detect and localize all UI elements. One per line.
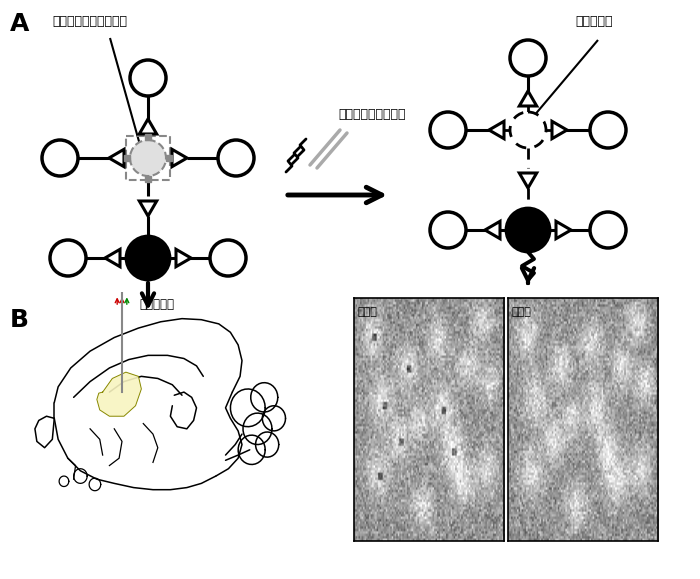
Ellipse shape — [126, 236, 170, 280]
Bar — [126, 136, 170, 180]
Circle shape — [130, 140, 166, 176]
Polygon shape — [176, 250, 191, 267]
Circle shape — [130, 60, 166, 96]
Polygon shape — [139, 119, 157, 134]
Text: 標的タンパク質の発現: 標的タンパク質の発現 — [52, 15, 127, 28]
Polygon shape — [519, 173, 537, 188]
Circle shape — [510, 40, 546, 76]
Polygon shape — [552, 121, 567, 139]
Circle shape — [430, 212, 466, 248]
Circle shape — [590, 212, 626, 248]
Text: 脳への注入: 脳への注入 — [139, 298, 174, 311]
Circle shape — [510, 112, 546, 148]
Circle shape — [430, 112, 466, 148]
Polygon shape — [519, 91, 537, 106]
Text: B: B — [10, 308, 29, 332]
Polygon shape — [109, 149, 124, 167]
Text: 除去群: 除去群 — [511, 307, 531, 317]
Polygon shape — [489, 121, 504, 139]
Circle shape — [50, 240, 86, 276]
Text: 正常群: 正常群 — [357, 307, 377, 317]
Text: アセチルコリン細胞の可視化: アセチルコリン細胞の可視化 — [355, 320, 452, 333]
Circle shape — [42, 140, 78, 176]
Text: A: A — [10, 12, 29, 36]
Polygon shape — [172, 149, 187, 167]
Text: イムノトキシン処理: イムノトキシン処理 — [338, 108, 405, 121]
Circle shape — [590, 112, 626, 148]
Circle shape — [218, 140, 254, 176]
Polygon shape — [139, 201, 157, 216]
Text: 細胞の除去: 細胞の除去 — [575, 15, 612, 28]
Polygon shape — [556, 221, 571, 239]
Polygon shape — [97, 372, 141, 416]
Polygon shape — [485, 221, 500, 239]
Ellipse shape — [506, 208, 550, 252]
Circle shape — [210, 240, 246, 276]
Polygon shape — [105, 250, 120, 267]
